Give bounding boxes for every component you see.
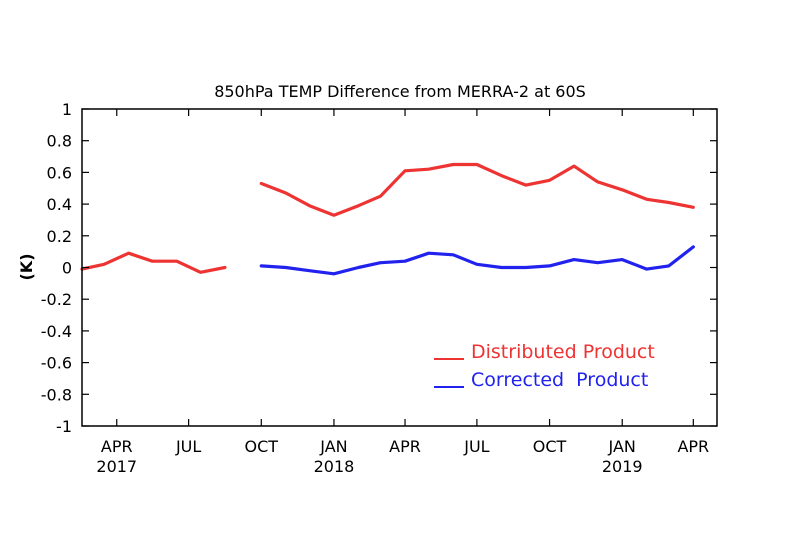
y-tick-label: 0.6 (47, 163, 72, 182)
x-tick-year-label: 2019 (602, 457, 643, 476)
x-tick-label: APR (677, 437, 709, 456)
legend-label: Distributed Product (471, 341, 655, 363)
y-tick-label: 0.2 (47, 227, 72, 246)
x-tick-label: APR (389, 437, 421, 456)
x-tick-label: APR (101, 437, 133, 456)
series-line-1 (80, 251, 227, 274)
x-tick-label: JAN (608, 437, 636, 456)
series-line-2 (259, 245, 695, 276)
y-tick-label: 0.4 (47, 195, 72, 214)
x-tick-year-label: 2018 (314, 457, 355, 476)
y-tick-label: 0.8 (47, 132, 72, 151)
y-tick-label: -0.2 (41, 290, 72, 309)
x-tick-label: JUL (175, 437, 201, 456)
y-tick-label: -0.6 (41, 354, 72, 373)
axis-layer: 10.80.60.40.20-0.2-0.4-0.6-0.8-1APR2017J… (41, 100, 717, 476)
y-axis-label: (K) (17, 253, 36, 280)
legend-label: Corrected Product (471, 369, 648, 391)
chart-title: 850hPa TEMP Difference from MERRA-2 at 6… (214, 82, 586, 101)
x-tick-label: JUL (463, 437, 489, 456)
series-layer (80, 162, 695, 276)
x-tick-label: JAN (319, 437, 347, 456)
y-tick-label: -0.4 (41, 322, 72, 341)
y-tick-label: 1 (62, 100, 72, 119)
x-tick-year-label: 2017 (96, 457, 137, 476)
legend: Distributed Product Corrected Product (434, 341, 655, 391)
y-tick-label: 0 (62, 259, 72, 278)
y-tick-label: -0.8 (41, 385, 72, 404)
x-tick-label: OCT (245, 437, 279, 456)
x-tick-label: OCT (533, 437, 567, 456)
y-tick-label: -1 (56, 417, 72, 436)
series-line-1 (259, 162, 695, 217)
